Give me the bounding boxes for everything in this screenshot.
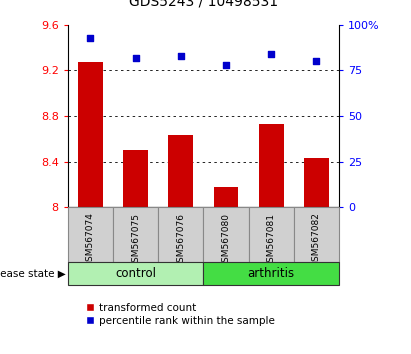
Bar (304, 158, 329, 207)
Legend: transformed count, percentile rank within the sample: transformed count, percentile rank withi… (85, 303, 275, 326)
Text: GDS5243 / 10498531: GDS5243 / 10498531 (129, 0, 278, 9)
Bar (249, 207, 294, 262)
Bar (158, 207, 203, 262)
Bar (78, 62, 103, 207)
Bar (169, 135, 193, 207)
Text: arthritis: arthritis (248, 267, 295, 280)
Bar (68, 262, 203, 285)
Point (268, 51, 275, 57)
Bar (113, 207, 158, 262)
Bar (203, 207, 249, 262)
Bar (203, 262, 339, 285)
Point (87, 35, 94, 40)
Text: disease state ▶: disease state ▶ (0, 268, 66, 279)
Bar (123, 150, 148, 207)
Point (132, 55, 139, 61)
Text: GSM567074: GSM567074 (86, 212, 95, 268)
Text: GSM567080: GSM567080 (222, 212, 231, 268)
Bar (68, 207, 113, 262)
Text: GSM567082: GSM567082 (312, 212, 321, 268)
Text: GSM567081: GSM567081 (267, 212, 276, 268)
Bar (259, 124, 284, 207)
Bar (294, 207, 339, 262)
Text: GSM567075: GSM567075 (131, 212, 140, 268)
Text: GSM567076: GSM567076 (176, 212, 185, 268)
Bar (214, 187, 238, 207)
Point (223, 62, 229, 68)
Text: control: control (115, 267, 156, 280)
Point (178, 53, 184, 59)
Point (313, 58, 320, 64)
